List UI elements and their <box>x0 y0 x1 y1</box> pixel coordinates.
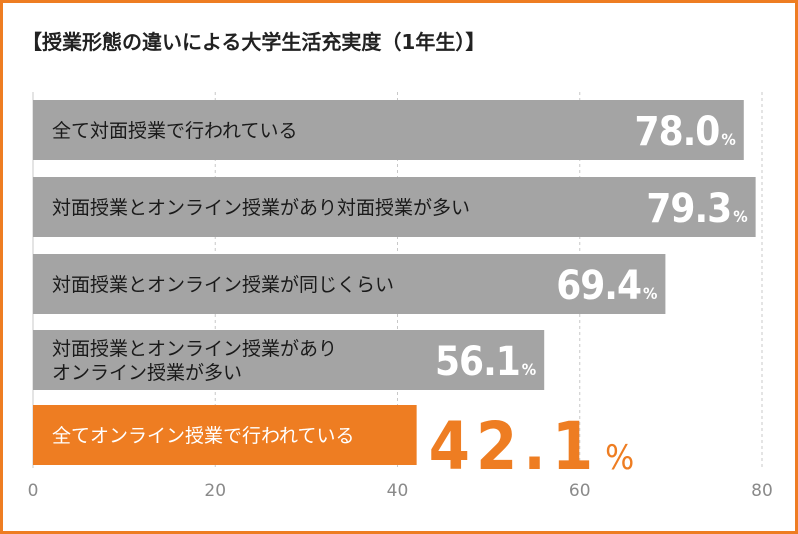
x-tick-label: 60 <box>569 481 591 501</box>
bar <box>33 330 545 390</box>
x-tick-label: 80 <box>751 481 773 501</box>
category-label: 全てオンライン授業で行われている <box>52 425 354 447</box>
x-tick-label: 20 <box>204 481 226 501</box>
bar <box>33 100 744 160</box>
value-label: 79.3% <box>646 186 747 232</box>
category-label: オンライン授業が多い <box>52 362 242 384</box>
bar <box>33 177 756 237</box>
category-label: 対面授業とオンライン授業があり対面授業が多い <box>52 197 470 219</box>
value-label: 56.1% <box>435 339 536 385</box>
value-label: 78.0% <box>635 109 736 155</box>
x-tick-label: 0 <box>28 481 39 501</box>
x-tick-label: 40 <box>387 481 409 501</box>
bar <box>33 254 666 314</box>
bar <box>33 405 417 465</box>
category-label: 対面授業とオンライン授業が同じくらい <box>52 274 394 296</box>
chart-title: 【授業形態の違いによる大学生活充実度（1年生）】 <box>22 30 486 54</box>
category-label: 対面授業とオンライン授業があり <box>52 338 337 360</box>
value-label: 69.4% <box>556 263 657 309</box>
category-label: 全て対面授業で行われている <box>52 120 297 142</box>
value-label: 42.1% <box>429 408 635 485</box>
